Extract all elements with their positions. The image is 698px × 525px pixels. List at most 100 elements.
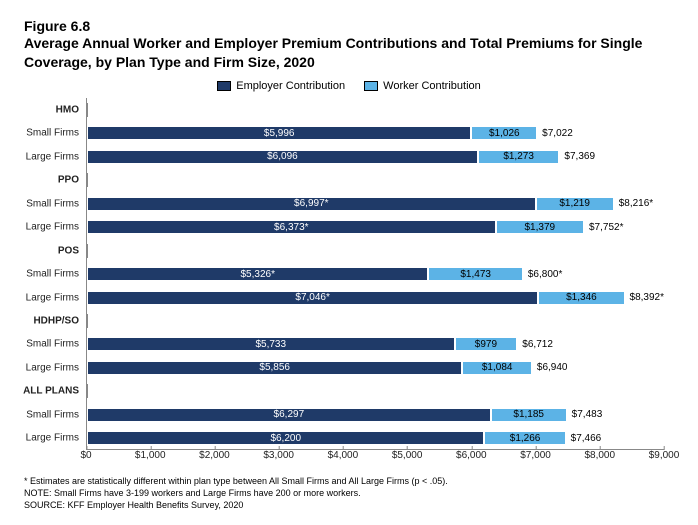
bar-row: Small Firms$6,997*$1,219$8,216* xyxy=(87,194,664,214)
bar-worker-value: $1,273 xyxy=(503,151,534,162)
chart-title: Average Annual Worker and Employer Premi… xyxy=(24,34,674,72)
legend-worker-label: Worker Contribution xyxy=(383,80,481,92)
bar-worker: $979 xyxy=(455,337,518,351)
bar-row: Large Firms$6,200$1,266$7,466 xyxy=(87,428,664,448)
bar-employer: $5,733 xyxy=(87,337,455,351)
footnote-note: NOTE: Small Firms have 3-199 workers and… xyxy=(24,487,448,499)
x-tick: $2,000 xyxy=(199,450,230,461)
bar-worker-value: $1,185 xyxy=(513,409,544,420)
bar-employer: $6,200 xyxy=(87,431,484,445)
bar-employer-value: $6,096 xyxy=(267,151,298,162)
bar-worker-value: $1,266 xyxy=(510,433,541,444)
bar-worker: $1,026 xyxy=(471,126,537,140)
bar-employer-value: $6,997* xyxy=(294,198,328,209)
group-tick xyxy=(87,103,88,117)
row-label: Small Firms xyxy=(21,198,83,209)
bar-total-value: $7,369 xyxy=(564,151,595,162)
x-tick: $4,000 xyxy=(328,450,359,461)
bar-employer: $6,297 xyxy=(87,408,491,422)
bar-employer-value: $6,373* xyxy=(274,222,308,233)
bar-worker: $1,084 xyxy=(462,361,531,375)
chart-area: HMOSmall Firms$5,996$1,026$7,022Large Fi… xyxy=(86,98,664,468)
group-label: PPO xyxy=(21,175,83,186)
group-row: HMO xyxy=(87,100,664,120)
bar-employer: $6,373* xyxy=(87,220,496,234)
bar-employer-value: $5,733 xyxy=(255,339,286,350)
bar-worker-value: $1,473 xyxy=(460,269,491,280)
footnotes: * Estimates are statistically different … xyxy=(24,475,448,511)
legend-worker: Worker Contribution xyxy=(364,80,481,92)
group-label: HMO xyxy=(21,104,83,115)
bar-row: Small Firms$5,326*$1,473$6,800* xyxy=(87,264,664,284)
bar-employer-value: $7,046* xyxy=(295,292,329,303)
x-axis: $0$1,000$2,000$3,000$4,000$5,000$6,000$7… xyxy=(86,450,664,468)
group-label: HDHP/SO xyxy=(21,315,83,326)
bar-worker-value: $1,026 xyxy=(489,128,520,139)
bar-worker-value: $1,379 xyxy=(524,222,555,233)
bar-worker: $1,219 xyxy=(536,197,614,211)
row-label: Small Firms xyxy=(21,269,83,280)
row-label: Small Firms xyxy=(21,339,83,350)
row-label: Large Firms xyxy=(21,362,83,373)
bar-total-value: $7,466 xyxy=(571,433,602,444)
bar-worker-value: $1,346 xyxy=(566,292,597,303)
bar-employer: $5,996 xyxy=(87,126,471,140)
x-tick: $1,000 xyxy=(135,450,166,461)
bar-row: Large Firms$6,373*$1,379$7,752* xyxy=(87,217,664,237)
legend-employer-label: Employer Contribution xyxy=(236,80,345,92)
bar-employer-value: $6,200 xyxy=(270,433,301,444)
group-row: HDHP/SO xyxy=(87,311,664,331)
bar-worker: $1,266 xyxy=(484,431,565,445)
bar-row: Small Firms$6,297$1,185$7,483 xyxy=(87,405,664,425)
bar-employer: $6,997* xyxy=(87,197,536,211)
bar-total-value: $6,800* xyxy=(528,269,562,280)
x-tick: $3,000 xyxy=(263,450,294,461)
bar-worker-value: $979 xyxy=(475,339,497,350)
group-tick xyxy=(87,173,88,187)
bar-worker: $1,379 xyxy=(496,220,584,234)
bar-total-value: $7,022 xyxy=(542,128,573,139)
plot: HMOSmall Firms$5,996$1,026$7,022Large Fi… xyxy=(86,98,664,450)
figure-number: Figure 6.8 xyxy=(24,18,674,34)
row-label: Small Firms xyxy=(21,128,83,139)
legend: Employer Contribution Worker Contributio… xyxy=(24,80,674,94)
bar-employer-value: $5,856 xyxy=(259,362,290,373)
bar-total-value: $7,752* xyxy=(589,222,623,233)
bar-worker-value: $1,084 xyxy=(482,362,513,373)
x-tick: $7,000 xyxy=(520,450,551,461)
footnote-source: SOURCE: KFF Employer Health Benefits Sur… xyxy=(24,499,448,511)
bar-total-value: $8,392* xyxy=(630,292,664,303)
bar-employer-value: $6,297 xyxy=(274,409,305,420)
group-label: ALL PLANS xyxy=(21,386,83,397)
bar-row: Small Firms$5,733$979$6,712 xyxy=(87,334,664,354)
group-row: POS xyxy=(87,241,664,261)
x-tick: $6,000 xyxy=(456,450,487,461)
swatch-worker xyxy=(364,81,378,91)
group-tick xyxy=(87,314,88,328)
bar-worker: $1,346 xyxy=(538,291,624,305)
bar-worker: $1,473 xyxy=(428,267,522,281)
x-tick: $9,000 xyxy=(649,450,680,461)
bar-total-value: $7,483 xyxy=(572,409,603,420)
x-tick: $0 xyxy=(80,450,91,461)
legend-employer: Employer Contribution xyxy=(217,80,345,92)
x-tick: $5,000 xyxy=(392,450,423,461)
row-label: Large Firms xyxy=(21,292,83,303)
bar-employer: $5,856 xyxy=(87,361,462,375)
bar-employer-value: $5,326* xyxy=(240,269,274,280)
row-label: Small Firms xyxy=(21,409,83,420)
bar-row: Large Firms$7,046*$1,346$8,392* xyxy=(87,288,664,308)
footnote-asterisk: * Estimates are statistically different … xyxy=(24,475,448,487)
row-label: Large Firms xyxy=(21,222,83,233)
group-tick xyxy=(87,244,88,258)
bar-total-value: $6,940 xyxy=(537,362,568,373)
bar-employer: $5,326* xyxy=(87,267,428,281)
bar-employer: $7,046* xyxy=(87,291,538,305)
group-row: ALL PLANS xyxy=(87,381,664,401)
bar-row: Large Firms$6,096$1,273$7,369 xyxy=(87,147,664,167)
row-label: Large Firms xyxy=(21,151,83,162)
bar-worker: $1,273 xyxy=(478,150,560,164)
x-tick: $8,000 xyxy=(584,450,615,461)
group-label: POS xyxy=(21,245,83,256)
bar-total-value: $6,712 xyxy=(522,339,553,350)
